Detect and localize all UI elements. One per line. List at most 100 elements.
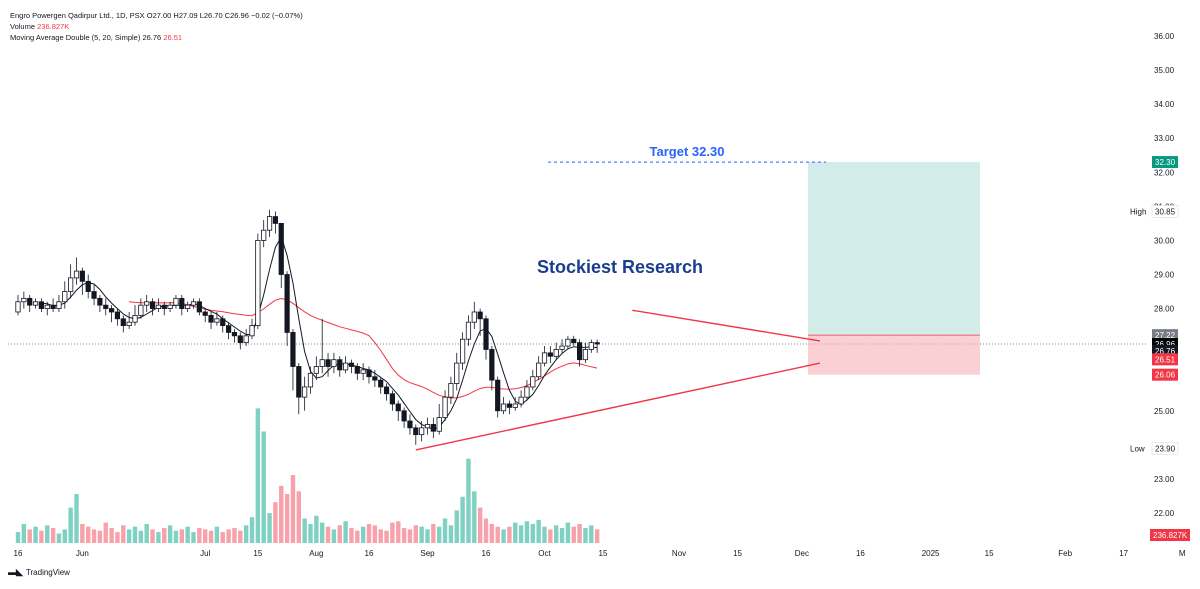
candle-body (161, 304, 167, 309)
candle-body (173, 297, 179, 306)
chart-title: Stockiest Research (537, 257, 703, 277)
volume-bar (273, 502, 278, 543)
target-label: Target 32.30 (650, 144, 725, 159)
volume-bar (513, 522, 518, 543)
tradingview-logo[interactable]: ▬◣ TradingView (8, 567, 70, 578)
candle-body (506, 403, 513, 408)
volume-bar (314, 515, 319, 543)
candle-body (284, 274, 290, 333)
candle-body (512, 403, 518, 408)
volume-bar (320, 522, 325, 543)
candle-body (231, 332, 238, 337)
candle-body (366, 369, 372, 378)
triangle-trendlines (415, 309, 821, 451)
support-trendline (415, 362, 821, 451)
volume-bar (349, 528, 354, 543)
x-tick-label: 16 (856, 549, 865, 558)
candle-body (255, 240, 261, 327)
volume-bar (419, 526, 424, 543)
candle-body (413, 427, 419, 436)
volume-bar (238, 530, 243, 543)
candle-body (44, 304, 50, 309)
y-tick-label: 28.00 (1154, 305, 1175, 314)
volume-bar (343, 521, 348, 543)
candle-body (401, 410, 407, 422)
volume-bar (331, 529, 337, 543)
volume-bar (249, 517, 255, 543)
candle-body (372, 376, 378, 381)
y-tick-label: 33.00 (1154, 134, 1175, 143)
position-zones (548, 161, 980, 375)
candle-body (120, 318, 126, 327)
candle-body (331, 359, 337, 367)
candle-body (103, 304, 109, 309)
x-tick-label: Dec (795, 549, 809, 558)
price-label: 26.06 (1155, 371, 1176, 380)
candle-body (278, 222, 284, 275)
volume-bar (267, 513, 272, 543)
x-tick-label: Sep (420, 549, 435, 558)
candle-body (407, 420, 413, 429)
volume-bar (56, 533, 62, 543)
volume-bar (472, 491, 477, 543)
volume-bar (437, 526, 442, 543)
volume-bar (583, 528, 588, 543)
volume-bar (203, 529, 208, 543)
candle-body (325, 359, 331, 367)
volume-bar (477, 507, 483, 543)
volume-bar (407, 529, 413, 543)
volume-bar (27, 529, 32, 543)
candle-body (208, 314, 214, 323)
ma-fast-value: 26.76 (142, 33, 162, 42)
volume-bar (132, 526, 138, 543)
candle-body (225, 325, 232, 333)
volume-bar (62, 529, 67, 543)
volume-bar (185, 526, 190, 543)
candle-body (190, 301, 197, 306)
candle-body (179, 297, 185, 309)
candle-body (378, 379, 384, 388)
candle-body (559, 345, 565, 350)
y-tick-label: 30.00 (1154, 236, 1175, 245)
volume-bar (460, 496, 465, 543)
candle-body (582, 349, 589, 361)
volume-bar (167, 525, 173, 543)
volume-bar (396, 521, 401, 543)
x-tick-label: 15 (253, 549, 262, 558)
volume-legend-label: Volume (10, 22, 36, 31)
y-tick-label: 36.00 (1154, 32, 1175, 41)
volume-bar (214, 526, 220, 543)
candle-body (348, 362, 355, 367)
candle-body (541, 352, 548, 364)
annotations: Target 32.30 Stockiest Research (537, 144, 725, 277)
price-label-box (1151, 205, 1179, 218)
volume-bar (290, 475, 296, 543)
candle-body (38, 301, 45, 309)
volume-bar (378, 529, 383, 543)
candle-body (56, 301, 62, 309)
candle-body (290, 332, 296, 367)
volume-bar (261, 431, 266, 543)
ma-slow-value: 26.51 (163, 33, 183, 42)
candle-body (594, 342, 600, 345)
price-label: 27.22 (1155, 331, 1176, 340)
candle-body (144, 301, 150, 306)
candle-body (307, 372, 314, 388)
loss-zone (808, 335, 980, 375)
candle-body (85, 280, 91, 292)
candle-body (126, 321, 132, 327)
candle-body (114, 311, 121, 320)
candle-body (430, 424, 436, 432)
candle-body (530, 376, 536, 388)
volume-bar (548, 529, 553, 543)
candle-body (15, 301, 21, 313)
candle-body (553, 349, 559, 357)
volume-bar (571, 526, 576, 543)
volume-bar (448, 525, 454, 543)
x-tick-label: 15 (599, 549, 608, 558)
volume-bar (589, 525, 594, 543)
volume-bar (554, 525, 559, 543)
resistance-trendline (632, 309, 821, 342)
